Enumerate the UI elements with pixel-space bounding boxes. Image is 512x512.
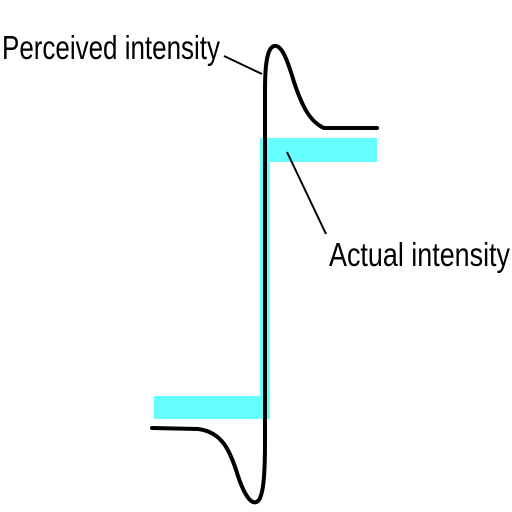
actual-intensity-label: Actual intensity xyxy=(329,236,510,273)
perceived-intensity-label: Perceived intensity xyxy=(2,29,220,66)
actual-intensity-leader xyxy=(286,151,327,235)
perceived-intensity-curve xyxy=(150,43,379,505)
actual-intensity-high-level xyxy=(260,138,377,162)
actual-intensity-low-level xyxy=(154,396,268,419)
perceived-intensity-leader xyxy=(223,55,263,75)
